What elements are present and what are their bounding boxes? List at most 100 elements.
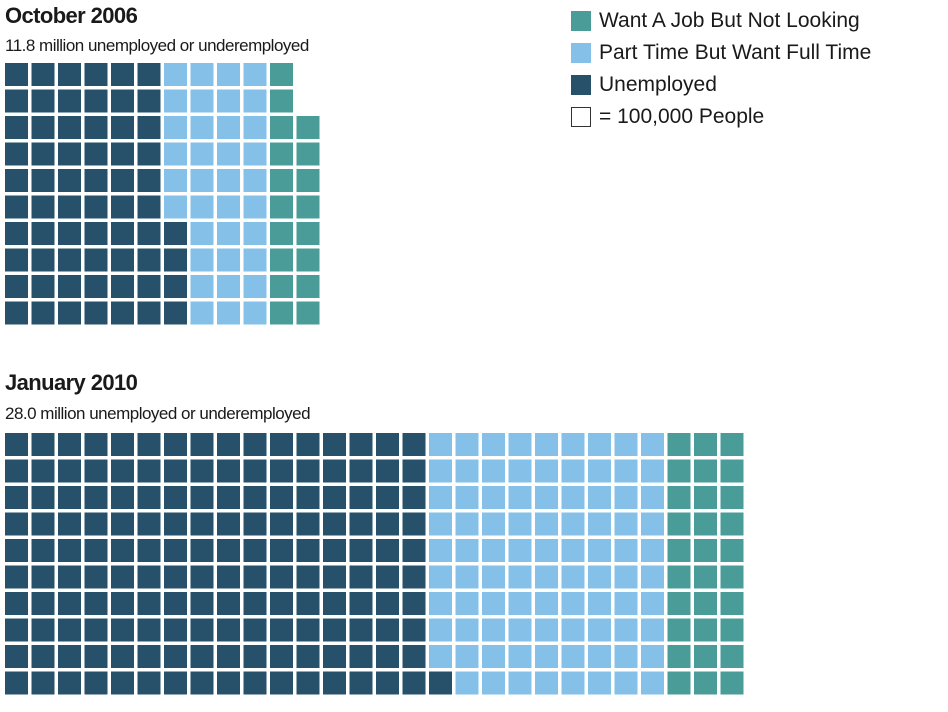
waffle-square-unemployed bbox=[137, 195, 161, 219]
waffle-square-unemployed bbox=[111, 459, 134, 483]
waffle-square-not-looking bbox=[270, 195, 293, 219]
waffle-square-not-looking bbox=[270, 222, 293, 245]
waffle-square-unemployed bbox=[429, 671, 452, 695]
waffle-square-not-looking bbox=[720, 512, 744, 536]
waffle-square-part-time bbox=[535, 512, 558, 536]
waffle-square-unemployed bbox=[376, 671, 399, 695]
waffle-square-not-looking bbox=[667, 645, 691, 668]
waffle-square-part-time bbox=[217, 248, 240, 272]
waffle-square-part-time bbox=[429, 592, 452, 615]
legend-label: Want A Job But Not Looking bbox=[599, 9, 860, 32]
waffle-square-unemployed bbox=[111, 539, 134, 562]
waffle-square-unemployed bbox=[270, 433, 293, 456]
waffle-square-unemployed bbox=[296, 459, 320, 483]
waffle-square-part-time bbox=[641, 539, 664, 562]
waffle-square-unemployed bbox=[31, 222, 55, 245]
waffle-square-unemployed bbox=[58, 671, 81, 695]
waffle-square-unemployed bbox=[190, 645, 214, 668]
waffle-square-not-looking bbox=[694, 645, 717, 668]
waffle-square-unemployed bbox=[111, 169, 134, 192]
waffle-square-part-time bbox=[614, 645, 638, 668]
waffle-square-part-time bbox=[482, 512, 505, 536]
chart-subtitle: 28.0 million unemployed or underemployed bbox=[5, 404, 311, 423]
waffle-square-unemployed bbox=[349, 459, 373, 483]
waffle-square-part-time bbox=[429, 618, 452, 642]
waffle-square-unemployed bbox=[323, 565, 346, 589]
waffle-square-unemployed bbox=[31, 618, 55, 642]
waffle-square-unemployed bbox=[111, 222, 134, 245]
waffle-square-unemployed bbox=[349, 565, 373, 589]
waffle-square-part-time bbox=[429, 512, 452, 536]
waffle-square-part-time bbox=[508, 565, 532, 589]
waffle-square-unemployed bbox=[84, 248, 108, 272]
waffle-square-part-time bbox=[455, 459, 479, 483]
waffle-square-unemployed bbox=[84, 195, 108, 219]
waffle-square-not-looking bbox=[694, 459, 717, 483]
waffle-square-unemployed bbox=[5, 301, 28, 325]
waffle-square-unemployed bbox=[243, 592, 267, 615]
waffle-square-unemployed bbox=[190, 539, 214, 562]
waffle-square-part-time bbox=[561, 618, 585, 642]
waffle-square-part-time bbox=[561, 645, 585, 668]
waffle-square-unemployed bbox=[323, 671, 346, 695]
legend-swatch-unemployed bbox=[571, 75, 591, 95]
waffle-square-part-time bbox=[561, 592, 585, 615]
waffle-square-unemployed bbox=[296, 539, 320, 562]
waffle-square-unemployed bbox=[111, 592, 134, 615]
waffle-square-part-time bbox=[482, 539, 505, 562]
waffle-square-part-time bbox=[588, 645, 611, 668]
waffle-square-unemployed bbox=[31, 89, 55, 113]
waffle-square-part-time bbox=[190, 142, 214, 166]
waffle-square-unemployed bbox=[270, 565, 293, 589]
waffle-square-unemployed bbox=[137, 222, 161, 245]
waffle-square-unemployed bbox=[243, 459, 267, 483]
waffle-square-not-looking bbox=[667, 486, 691, 509]
waffle-square-unemployed bbox=[270, 486, 293, 509]
waffle-square-part-time bbox=[588, 512, 611, 536]
waffle-square-unemployed bbox=[111, 618, 134, 642]
waffle-square-unemployed bbox=[243, 512, 267, 536]
waffle-square-unemployed bbox=[5, 565, 28, 589]
waffle-square-unemployed bbox=[137, 275, 161, 298]
waffle-square-part-time bbox=[164, 195, 187, 219]
chart-title: January 2010 bbox=[5, 370, 138, 395]
waffle-square-part-time bbox=[190, 248, 214, 272]
waffle-square-unemployed bbox=[349, 645, 373, 668]
waffle-square-unemployed bbox=[349, 671, 373, 695]
waffle-square-part-time bbox=[641, 565, 664, 589]
waffle-square-unemployed bbox=[323, 486, 346, 509]
waffle-square-part-time bbox=[535, 565, 558, 589]
waffle-square-unemployed bbox=[84, 486, 108, 509]
waffle-square-part-time bbox=[455, 618, 479, 642]
waffle-square-unemployed bbox=[137, 645, 161, 668]
waffle-square-unemployed bbox=[31, 195, 55, 219]
waffle-square-unemployed bbox=[164, 248, 187, 272]
waffle-square-part-time bbox=[535, 433, 558, 456]
waffle-square-part-time bbox=[482, 486, 505, 509]
waffle-square-part-time bbox=[164, 116, 187, 139]
waffle-square-part-time bbox=[243, 116, 267, 139]
waffle-square-part-time bbox=[588, 565, 611, 589]
waffle-square-unemployed bbox=[402, 645, 426, 668]
waffle-square-unemployed bbox=[111, 275, 134, 298]
waffle-square-unemployed bbox=[323, 433, 346, 456]
waffle-square-not-looking bbox=[667, 433, 691, 456]
waffle-square-unemployed bbox=[190, 592, 214, 615]
waffle-square-unemployed bbox=[270, 539, 293, 562]
waffle-square-unemployed bbox=[296, 565, 320, 589]
waffle-square-unemployed bbox=[58, 539, 81, 562]
waffle-square-unemployed bbox=[190, 433, 214, 456]
legend-unit-label: = 100,000 People bbox=[599, 105, 765, 128]
waffle-square-unemployed bbox=[111, 512, 134, 536]
waffle-square-unemployed bbox=[376, 433, 399, 456]
waffle-square-not-looking bbox=[667, 565, 691, 589]
waffle-square-unemployed bbox=[270, 671, 293, 695]
waffle-square-unemployed bbox=[376, 565, 399, 589]
waffle-square-unemployed bbox=[270, 512, 293, 536]
waffle-square-unemployed bbox=[5, 63, 28, 86]
waffle-square-unemployed bbox=[164, 645, 187, 668]
waffle-square-unemployed bbox=[402, 592, 426, 615]
waffle-square-part-time bbox=[217, 195, 240, 219]
waffle-square-unemployed bbox=[402, 539, 426, 562]
waffle-square-unemployed bbox=[31, 512, 55, 536]
